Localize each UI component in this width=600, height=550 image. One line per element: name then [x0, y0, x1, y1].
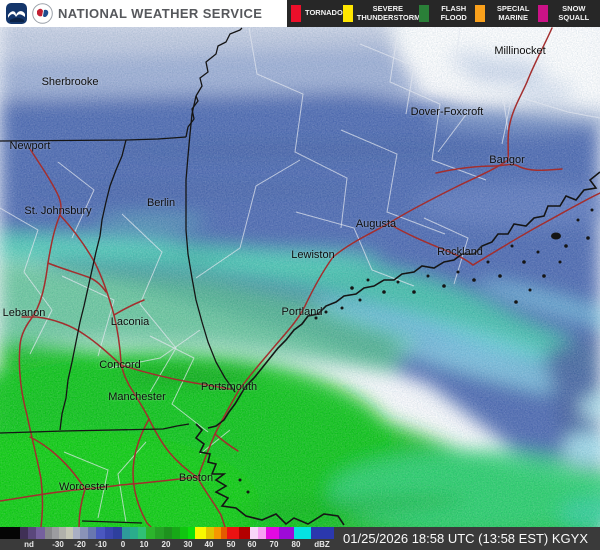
- colorbar-segment: [88, 527, 96, 539]
- warning-legend-item: FLASH FLOOD: [418, 3, 475, 22]
- colorbar-tick-label: 30: [183, 540, 193, 549]
- colorbar-segment: [180, 527, 188, 539]
- city-label: Portsmouth: [200, 381, 258, 393]
- colorbar-tick-label: 60: [247, 540, 257, 549]
- nws-logo-icon: [32, 3, 53, 24]
- city-label: Millinocket: [494, 45, 546, 57]
- warning-label: SEVERE THUNDERSTORM: [356, 3, 421, 22]
- colorbar-segment: [113, 527, 122, 539]
- colorbar-segment: [0, 527, 20, 539]
- colorbar-segment: [28, 527, 36, 539]
- state-borders: [0, 27, 243, 524]
- colorbar-tick-label: 0: [120, 540, 126, 549]
- colorbar-segment: [130, 527, 138, 539]
- city-label: Manchester: [108, 391, 166, 403]
- colorbar-segment: [239, 527, 250, 539]
- colorbar-segment: [122, 527, 130, 539]
- colorbar-tick-label: 80: [291, 540, 301, 549]
- footer-bar: nd -30 -20 -10 0 10 20 30 40 50 60: [0, 527, 600, 550]
- colorbar-segment: [221, 527, 227, 539]
- colorbar-tick-label: 10: [139, 540, 149, 549]
- app-title: NATIONAL WEATHER SERVICE: [58, 6, 263, 21]
- colorbar-segment: [105, 527, 113, 539]
- timestamp: 01/25/2026 18:58 UTC (13:58 EST) KGYX: [343, 531, 588, 546]
- city-label: Rockland: [437, 246, 483, 258]
- colorbar-tick-label: 70: [269, 540, 279, 549]
- colorbar-segment: [172, 527, 180, 539]
- warning-color-swatch: [291, 5, 301, 22]
- colorbar-segment: [73, 527, 80, 539]
- warning-label: SNOW SQUALL: [558, 3, 590, 22]
- coastal-islands: [238, 208, 594, 494]
- city-label: Bangor: [489, 154, 525, 166]
- colorbar-segment: [214, 527, 221, 539]
- city-label: Newport: [9, 140, 51, 152]
- colorbar-segment: [250, 527, 258, 539]
- city-label: Lewiston: [291, 249, 335, 261]
- warning-legend-item: TORNADO: [291, 5, 343, 22]
- noaa-logo-icon: [6, 3, 27, 24]
- coastline: [194, 171, 600, 526]
- warning-label: FLASH FLOOD: [440, 3, 467, 22]
- city-label: Augusta: [355, 218, 397, 230]
- colorbar-segment: [80, 527, 88, 539]
- reflectivity-colorbar: [0, 527, 334, 539]
- colorbar-segment: [96, 527, 105, 539]
- warning-color-swatch: [537, 5, 548, 22]
- header-bar: NATIONAL WEATHER SERVICE TORNADO SEVERE …: [0, 0, 600, 27]
- city-label: Worcester: [59, 481, 109, 493]
- warning-color-swatch: [418, 5, 429, 22]
- colorbar-segment: [59, 527, 66, 539]
- roads: [0, 27, 600, 528]
- colorbar-tick-label: 50: [226, 540, 236, 549]
- colorbar-tick-label: -30: [52, 540, 64, 549]
- colorbar-segment: [36, 527, 45, 539]
- warning-legend-item: SEVERE THUNDERSTORM: [342, 3, 421, 22]
- colorbar-segment: [52, 527, 59, 539]
- colorbar-segment: [188, 527, 195, 539]
- city-label: Portland: [281, 306, 323, 318]
- city-label: Concord: [99, 359, 141, 371]
- colorbar-segment: [66, 527, 73, 539]
- colorbar-tick-label: nd: [24, 540, 34, 549]
- warning-legend-item: SPECIAL MARINE: [474, 3, 538, 22]
- city-label: Lebanon: [2, 307, 46, 319]
- colorbar-segment: [155, 527, 164, 539]
- header-branding: NATIONAL WEATHER SERVICE: [0, 0, 287, 27]
- colorbar-tick-label: dBZ: [314, 540, 330, 549]
- colorbar-segment: [138, 527, 146, 539]
- radar-noise-dark: [0, 20, 600, 530]
- colorbar-segment: [20, 527, 28, 539]
- warning-label: SPECIAL MARINE: [496, 3, 530, 22]
- colorbar-segment: [227, 527, 239, 539]
- colorbar-tick-label: 40: [204, 540, 214, 549]
- colorbar-segment: [45, 527, 52, 539]
- county-lines: [0, 27, 600, 523]
- colorbar-segment: [294, 527, 311, 539]
- city-label: Laconia: [110, 316, 150, 328]
- colorbar-segment: [266, 527, 279, 539]
- city-label: Dover-Foxcroft: [410, 106, 484, 118]
- colorbar-segment: [279, 527, 294, 539]
- warning-color-swatch: [474, 5, 485, 22]
- colorbar-segment: [258, 527, 266, 539]
- city-label: St. Johnsbury: [24, 205, 92, 217]
- colorbar-tick-label: -10: [95, 540, 107, 549]
- colorbar-segment: [195, 527, 206, 539]
- city-label: Boston: [178, 472, 214, 484]
- colorbar-segment: [311, 527, 334, 539]
- city-label: Sherbrooke: [41, 76, 99, 88]
- city-label: Berlin: [146, 197, 176, 209]
- colorbar-tick-label: 20: [161, 540, 171, 549]
- colorbar-segment: [164, 527, 172, 539]
- colorbar-segment: [146, 527, 155, 539]
- warning-label: TORNADO: [305, 8, 343, 18]
- warning-legend: TORNADO SEVERE THUNDERSTORM FLASH FLOOD …: [287, 0, 600, 27]
- warning-legend-item: SNOW SQUALL: [537, 3, 596, 22]
- colorbar-tick-label: -20: [74, 540, 86, 549]
- colorbar-segment: [206, 527, 214, 539]
- warning-color-swatch: [342, 5, 353, 22]
